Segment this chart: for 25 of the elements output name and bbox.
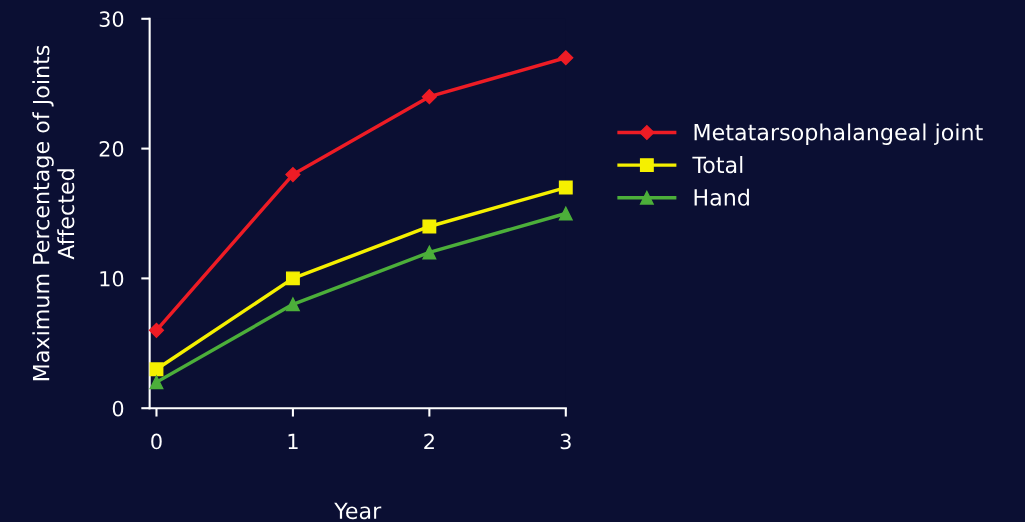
point — [149, 375, 164, 390]
point — [285, 271, 300, 286]
x-tick-label: 3 — [560, 433, 571, 450]
point — [422, 245, 437, 260]
legend-label: Hand — [694, 188, 749, 206]
point — [558, 180, 573, 195]
y-tick-label: 30 — [99, 11, 124, 27]
point — [285, 297, 300, 312]
x-tick-label: 1 — [288, 433, 298, 450]
x-axis-title: Year — [334, 502, 382, 520]
point — [421, 89, 437, 105]
point — [558, 206, 573, 221]
legend-label: Total — [692, 156, 743, 174]
y-axis-title: Maximum Percentage of Joints Affected — [32, 45, 75, 381]
legend-label: Metatarsophalangeal joint — [694, 123, 983, 145]
point — [148, 322, 165, 338]
y-tick-label: 10 — [100, 270, 124, 287]
x-tick-label: 0 — [151, 433, 162, 450]
point — [422, 219, 437, 234]
y-tick-label: 20 — [99, 141, 124, 157]
point — [149, 362, 164, 377]
y-tick-label: 0 — [112, 400, 124, 417]
point — [285, 166, 301, 183]
point — [558, 50, 574, 66]
x-tick-label: 2 — [424, 433, 434, 450]
